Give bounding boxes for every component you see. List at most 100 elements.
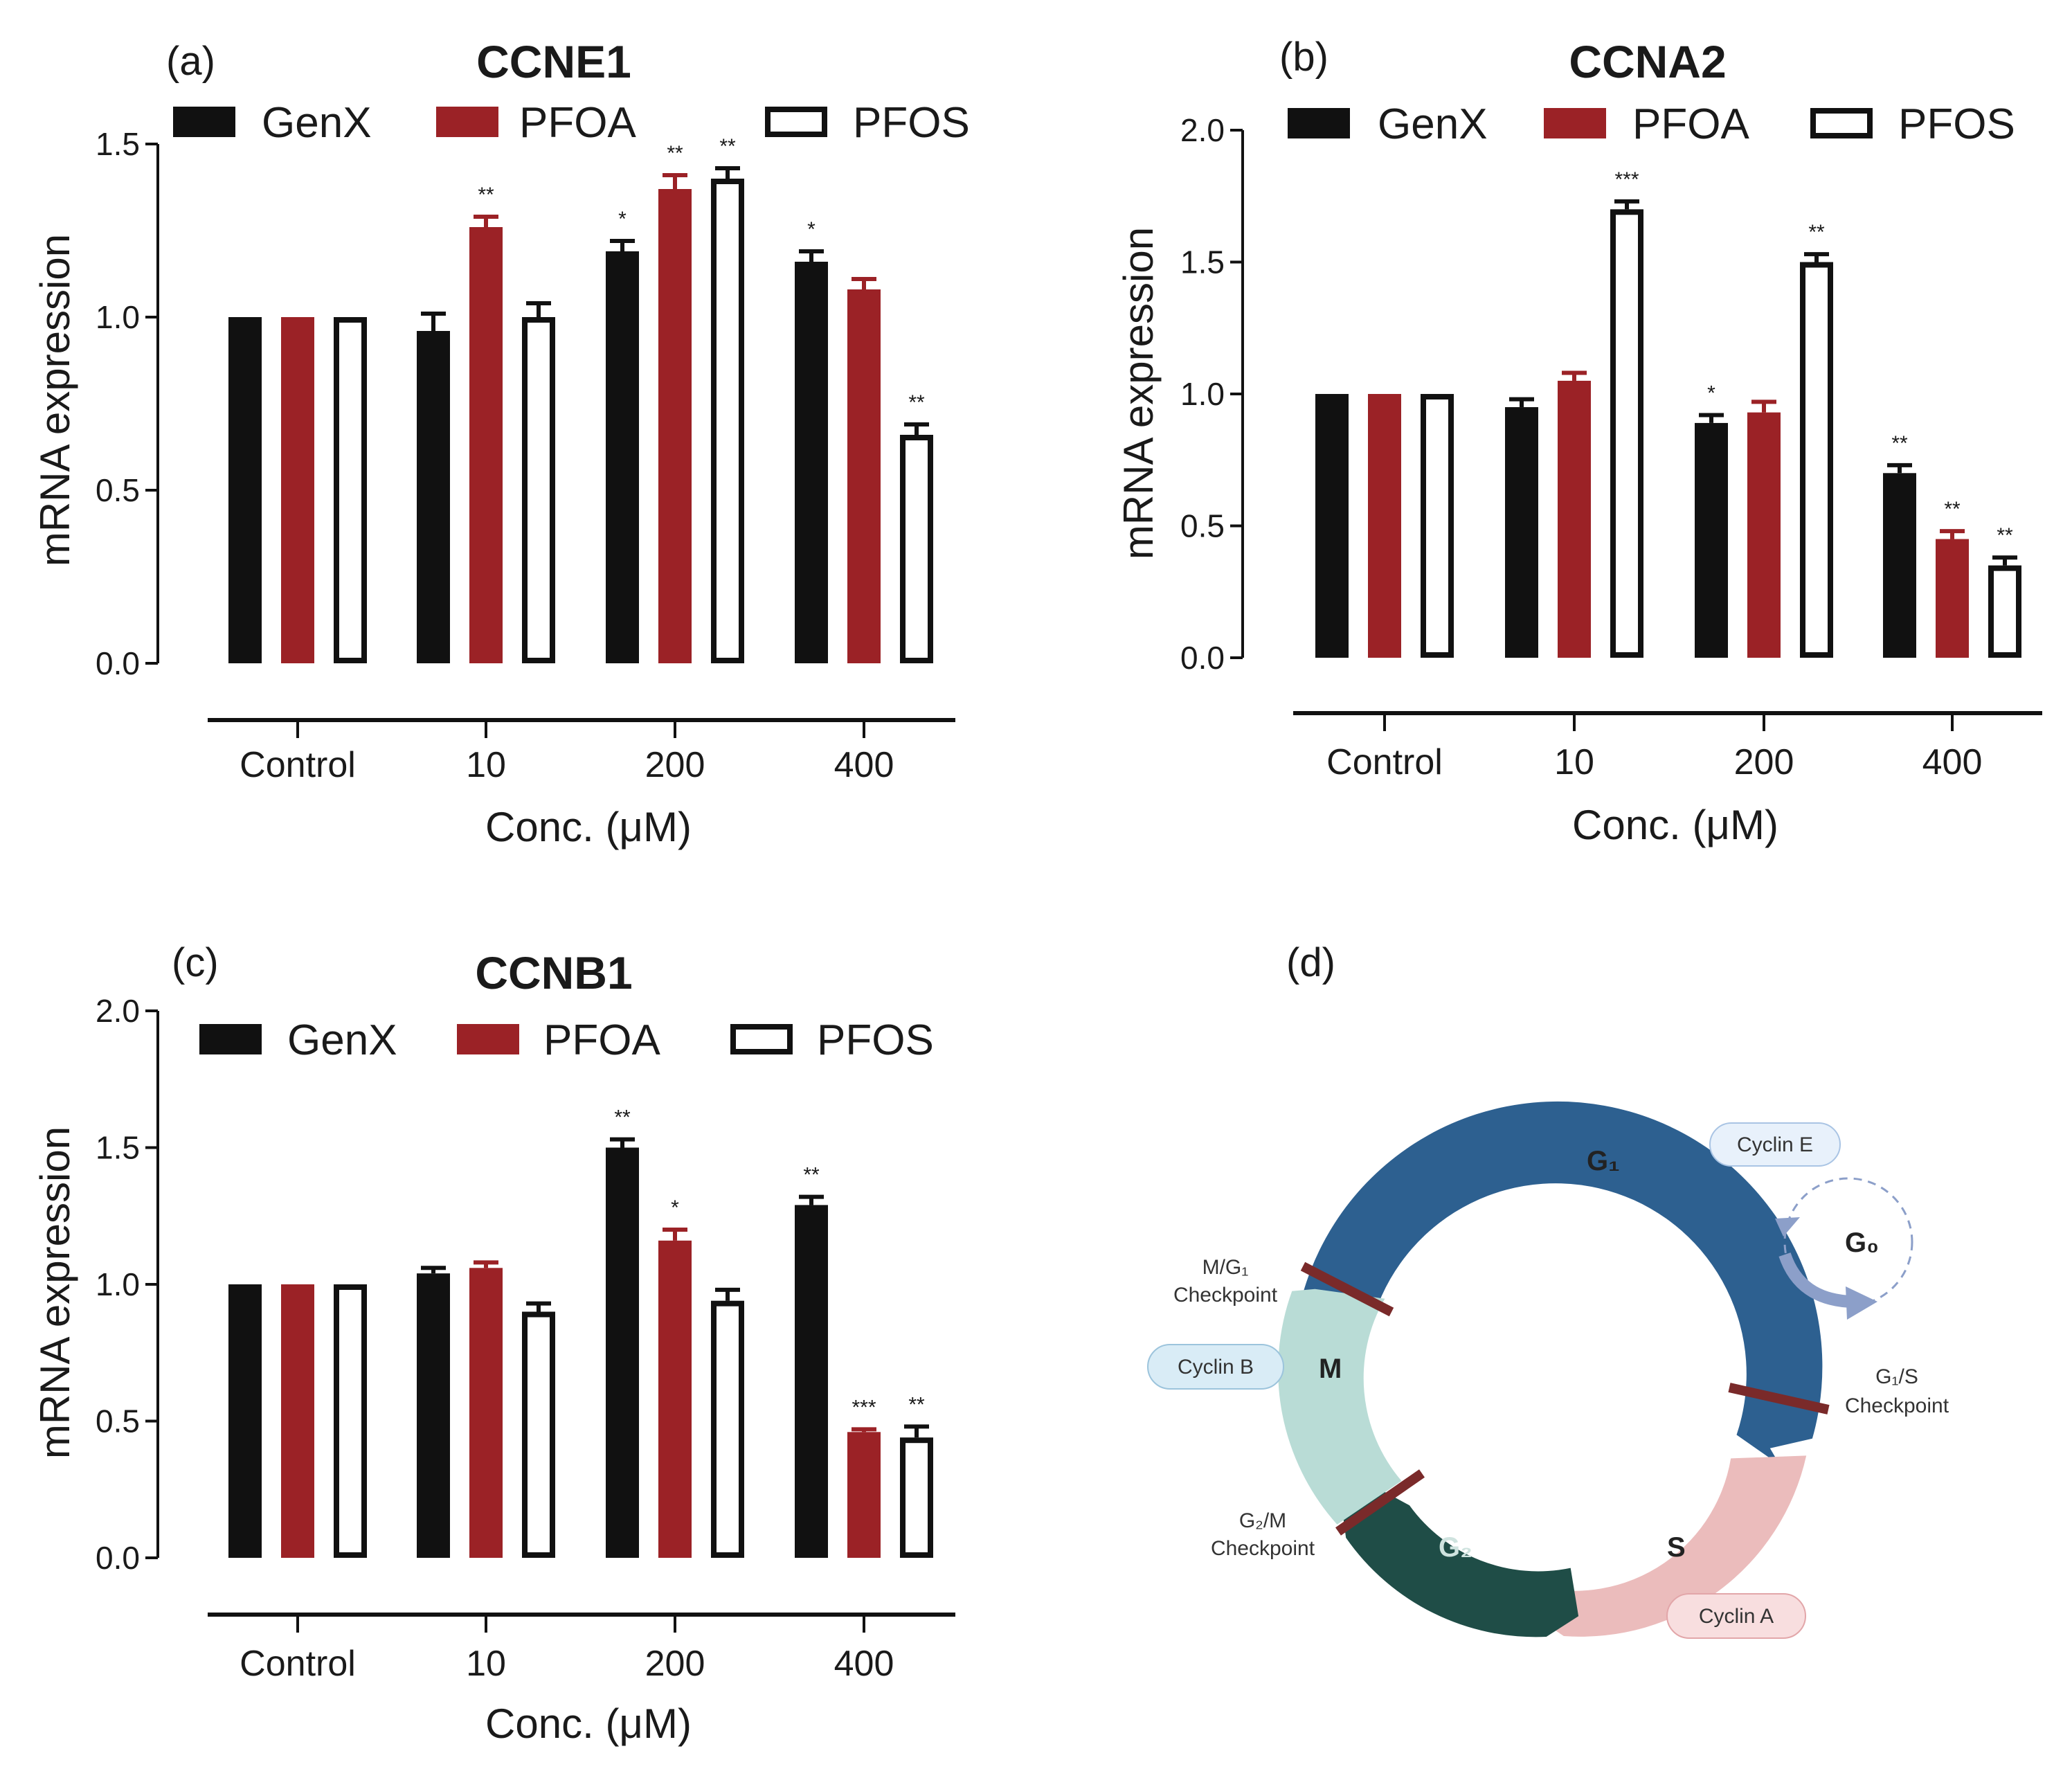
bar-genx-control xyxy=(228,317,262,663)
y-tick-label: 0.5 xyxy=(1180,508,1225,544)
checkpoint-mg1-line1: M/G₁ xyxy=(1202,1256,1249,1279)
significance-label: * xyxy=(1707,381,1715,404)
bar-pfoa-10 xyxy=(1558,380,1591,658)
phase-arc-s xyxy=(1526,1455,1807,1637)
significance-label: ** xyxy=(1997,524,2013,547)
y-tick-label: 0.0 xyxy=(96,1540,140,1576)
bar-pfoa-400 xyxy=(847,289,881,663)
legend-swatch-pfoa xyxy=(436,107,498,137)
x-axis-title-a: Conc. (μM) xyxy=(485,804,692,850)
x-axis-title-b: Conc. (μM) xyxy=(1572,802,1778,848)
phase-arc-g2 xyxy=(1336,1466,1579,1637)
bar-pfos-200 xyxy=(1800,262,1833,658)
chart-title-c: CCNB1 xyxy=(475,947,632,998)
checkpoint-bar-g2m xyxy=(1335,1469,1425,1536)
legend-b: GenX PFOA PFOS xyxy=(1288,100,2015,148)
x-category-label: 400 xyxy=(834,745,894,785)
y-tick-label: 1.5 xyxy=(1180,244,1225,280)
phase-arc-g1 xyxy=(1302,1101,1823,1466)
x-category-label: 200 xyxy=(645,745,705,785)
cyclin-a-label: Cyclin A xyxy=(1699,1605,1774,1628)
bar-pfoa-control xyxy=(1368,394,1401,658)
significance-label: * xyxy=(807,218,816,241)
legend-c: GenX PFOA PFOS xyxy=(199,1016,934,1064)
axes-c: 0.0 0.5 1.0 1.5 2.0 Control 10 200 400 xyxy=(96,993,955,1684)
panel-d-cell-cycle-diagram: (d) G₁ S G₂ M G₀ Cyclin E Cyclin B Cycli… xyxy=(1147,940,1949,1639)
x-category-label: 10 xyxy=(466,745,506,785)
significance-label: ** xyxy=(667,142,683,165)
y-tick-label: 1.0 xyxy=(96,1266,140,1302)
g0-return-arrow xyxy=(1778,1252,1853,1308)
x-axis-title-c: Conc. (μM) xyxy=(485,1700,692,1747)
panel-label-a: (a) xyxy=(166,39,215,84)
y-tick-label: 0.5 xyxy=(96,472,140,508)
bar-pfos-400 xyxy=(900,1437,933,1558)
bar-pfos-control xyxy=(334,317,367,663)
y-tick-label: 0.5 xyxy=(96,1403,140,1439)
y-axis-title-a: mRNA expression xyxy=(32,234,78,566)
checkpoint-bar-g1s xyxy=(1728,1383,1830,1415)
legend-label-pfos: PFOS xyxy=(1898,100,2015,148)
g0-arrow-head xyxy=(1846,1286,1877,1320)
bar-genx-200 xyxy=(606,251,639,663)
chart-title-b: CCNA2 xyxy=(1569,36,1726,87)
cyclin-b-pill xyxy=(1147,1344,1284,1390)
legend-label-genx: GenX xyxy=(287,1016,397,1064)
x-category-label: Control xyxy=(240,745,356,785)
bars-c: ******** ** xyxy=(228,1106,933,1558)
x-category-label: 400 xyxy=(1922,742,1983,782)
panel-label-b: (b) xyxy=(1279,35,1328,80)
chart-title-a: CCNE1 xyxy=(476,36,631,87)
phase-label-m: M xyxy=(1319,1354,1342,1384)
legend-label-pfos: PFOS xyxy=(853,99,970,147)
checkpoint-g2m-line1: G₂/M xyxy=(1239,1509,1286,1532)
bar-pfos-10 xyxy=(1610,209,1643,658)
bar-pfos-200 xyxy=(711,179,744,663)
panel-c-ccnb1-chart: (c) CCNB1 GenX PFOA PFOS 0.0 0.5 1.0 1.5 2.0 Co… xyxy=(32,940,955,1747)
y-tick-label: 1.5 xyxy=(96,126,140,162)
checkpoint-g1s-line2: Checkpoint xyxy=(1845,1394,1949,1417)
legend-swatch-pfos xyxy=(1810,108,1873,138)
bar-pfos-400 xyxy=(900,435,933,663)
significance-label: ** xyxy=(719,135,736,158)
bar-pfos-control xyxy=(334,1284,367,1558)
panel-label-c: (c) xyxy=(172,940,219,985)
phase-label-g2: G₂ xyxy=(1439,1532,1472,1563)
panel-b-ccna2-chart: (b) CCNA2 GenX PFOA PFOS 0.0 0.5 1.0 1.5 2.0 Co… xyxy=(1115,35,2042,848)
bar-pfoa-400 xyxy=(847,1432,881,1558)
x-category-label: Control xyxy=(1326,742,1443,782)
g0-arrow-head-top xyxy=(1775,1217,1800,1237)
significance-label: ** xyxy=(1891,432,1908,455)
panel-label-d: (d) xyxy=(1286,940,1335,985)
checkpoint-g1s-line1: G₁/S xyxy=(1875,1365,1918,1388)
legend-label-pfoa: PFOA xyxy=(1632,100,1749,148)
bar-pfos-200 xyxy=(711,1300,744,1558)
legend-label-pfoa: PFOA xyxy=(519,99,636,147)
legend-swatch-genx xyxy=(173,107,235,137)
x-category-label: 10 xyxy=(1554,742,1594,782)
legend-label-genx: GenX xyxy=(262,99,372,147)
x-category-label: 400 xyxy=(834,1644,894,1684)
y-tick-label: 0.0 xyxy=(1180,640,1225,676)
legend-swatch-pfos xyxy=(765,107,827,137)
x-category-label: 200 xyxy=(645,1644,705,1684)
bar-pfoa-10 xyxy=(469,1268,503,1558)
bar-pfoa-10 xyxy=(469,227,503,663)
cyclin-e-pill xyxy=(1709,1122,1841,1167)
y-tick-label: 1.0 xyxy=(96,299,140,335)
y-tick-label: 0.0 xyxy=(96,645,140,681)
significance-label: ** xyxy=(1944,498,1961,521)
significance-label: ** xyxy=(1808,221,1825,244)
x-category-label: Control xyxy=(240,1644,356,1684)
legend-swatch-pfoa xyxy=(457,1024,519,1054)
phase-label-g0: G₀ xyxy=(1845,1228,1879,1258)
y-axis-title-c: mRNA expression xyxy=(32,1126,78,1459)
bar-genx-200 xyxy=(606,1147,639,1558)
x-category-label: 10 xyxy=(466,1644,506,1684)
checkpoint-bar-mg1 xyxy=(1300,1261,1394,1317)
cyclin-b-label: Cyclin B xyxy=(1178,1356,1254,1379)
y-tick-label: 2.0 xyxy=(1180,112,1225,148)
bar-pfos-10 xyxy=(522,1311,555,1558)
g0-cycle-dashed xyxy=(1783,1177,1913,1307)
y-tick-label: 2.0 xyxy=(96,993,140,1029)
